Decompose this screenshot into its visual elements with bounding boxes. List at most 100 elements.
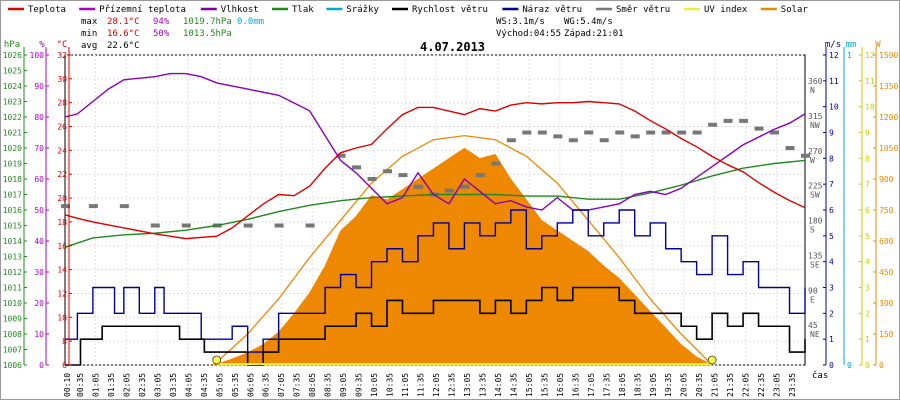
- stats-max-hum: 94%: [153, 17, 170, 27]
- wind-direction-mark: [274, 223, 284, 228]
- solar-theoretical-line: [213, 134, 713, 366]
- wind-direction-mark: [739, 118, 749, 123]
- solar-tick-label: 150: [879, 330, 894, 339]
- humidity-tick-label: 40: [34, 237, 44, 246]
- direction-tick-compass: SE: [810, 260, 820, 269]
- pressure-tick-label: 1021: [3, 129, 22, 138]
- humidity-tick-label: 100: [30, 51, 45, 60]
- humidity-tick-label: 20: [34, 299, 44, 308]
- wind-tick-label: 5: [829, 232, 834, 241]
- solar-tick-label: 1200: [879, 113, 898, 122]
- legend: Teplota Přízemní teplota Vlhkost Tlak Srážky…: [8, 5, 808, 15]
- wind-unit-label: m/s: [825, 40, 841, 50]
- direction-tick-deg: 135: [808, 251, 823, 260]
- x-tick-label: 08:05: [308, 373, 317, 397]
- pressure-tick-label: 1014: [3, 237, 22, 246]
- x-tick-label: 04:35: [200, 373, 209, 397]
- x-tick-label: 19:05: [649, 373, 658, 397]
- wind-direction-mark: [801, 153, 810, 158]
- x-tick-label: 15:05: [525, 373, 534, 397]
- legend-label: Tlak: [292, 5, 314, 15]
- wind-direction-mark: [243, 223, 253, 228]
- uv-tick-label: 9: [865, 129, 870, 138]
- pressure-tick-label: 1010: [3, 299, 22, 308]
- stats-min-label: min: [81, 29, 97, 39]
- solar-tick-label: 600: [879, 237, 894, 246]
- x-tick-label: 14:05: [494, 373, 503, 397]
- wind-tick-label: 3: [829, 284, 834, 293]
- direction-tick-compass: E: [810, 295, 815, 304]
- x-tick-label: 12:35: [448, 373, 457, 397]
- x-tick-label: 05:35: [231, 373, 240, 397]
- uv-tick-label: 4: [865, 258, 870, 267]
- series-line-rychlost-v-tru: [65, 286, 806, 366]
- x-tick-label: 02:05: [122, 373, 131, 397]
- temperature-tick-label: 32: [57, 51, 67, 60]
- wind-direction-mark: [398, 173, 408, 178]
- x-tick-label: 19:35: [664, 373, 673, 397]
- x-tick-label: 23:35: [788, 373, 797, 397]
- wind-tick-label: 9: [829, 129, 834, 138]
- rain-tick-label: 0: [847, 361, 852, 370]
- wind-speed-info: WS:3.1m/s: [496, 17, 545, 27]
- wind-direction-mark: [413, 184, 423, 189]
- x-tick-label: 23:05: [773, 373, 782, 397]
- x-tick-label: 11:35: [417, 373, 426, 397]
- legend-label: Směr větru: [616, 5, 670, 15]
- temperature-tick-label: 14: [57, 266, 67, 275]
- pressure-tick-label: 1023: [3, 98, 22, 107]
- wind-tick-label: 8: [829, 154, 834, 163]
- wind-direction-mark: [692, 130, 702, 135]
- pressure-tick-label: 1009: [3, 315, 22, 324]
- x-tick-label: 14:35: [509, 373, 518, 397]
- pressure-tick-label: 1022: [3, 113, 22, 122]
- x-tick-label: 22:05: [742, 373, 751, 397]
- legend-label: UV index: [704, 5, 748, 15]
- solar-tick-label: 900: [879, 175, 894, 184]
- x-tick-label: 22:35: [757, 373, 766, 397]
- legend-label: Solar: [781, 5, 809, 15]
- x-tick-label: 00:10: [63, 373, 72, 397]
- stats-min-temp: 16.6°C: [107, 29, 140, 39]
- stats-max-label: max: [81, 17, 98, 27]
- sunset-info: Západ:21:01: [564, 29, 624, 39]
- x-tick-label: 18:05: [618, 373, 627, 397]
- x-tick-label: 03:05: [153, 373, 162, 397]
- pressure-tick-label: 1008: [3, 330, 22, 339]
- pressure-tick-label: 1016: [3, 206, 22, 215]
- direction-tick-compass: W: [810, 156, 815, 165]
- pressure-tick-label: 1020: [3, 144, 22, 153]
- wind-tick-label: 10: [829, 103, 839, 112]
- direction-tick-compass: NE: [810, 330, 820, 339]
- wind-direction-mark: [460, 184, 470, 189]
- temperature-tick-label: 10: [57, 313, 67, 322]
- temperature-tick-label: 18: [57, 218, 67, 227]
- x-tick-label: 13:05: [463, 373, 472, 397]
- uv-tick-label: 2: [865, 309, 870, 318]
- wind-tick-label: 6: [829, 206, 834, 215]
- series-line-vlhkost: [64, 72, 806, 211]
- humidity-tick-label: 60: [34, 175, 44, 184]
- pressure-tick-label: 1015: [3, 222, 22, 231]
- humidity-tick-label: 90: [34, 82, 44, 91]
- temperature-tick-label: 12: [57, 289, 67, 298]
- temperature-tick-label: 6: [62, 361, 67, 370]
- sun-event-marker: [212, 355, 222, 365]
- x-tick-label: 01:05: [91, 373, 100, 397]
- wind-direction-mark: [770, 130, 780, 135]
- uv-tick-label: 3: [865, 284, 870, 293]
- x-tick-label: 17:35: [602, 373, 611, 397]
- wind-direction-mark: [181, 223, 191, 228]
- temperature-unit-label: °C: [57, 40, 68, 50]
- solar-tick-label: 1500: [879, 51, 898, 60]
- x-tick-label: 17:05: [587, 373, 596, 397]
- x-tick-label: 09:35: [355, 373, 364, 397]
- temperature-tick-label: 16: [57, 242, 67, 251]
- humidity-tick-label: 0: [39, 361, 44, 370]
- lines-layer: [64, 72, 806, 366]
- x-tick-label: 13:35: [478, 373, 487, 397]
- wind-direction-mark: [568, 138, 578, 143]
- pressure-tick-label: 1024: [3, 82, 22, 91]
- uv-tick-label: 11: [865, 77, 875, 86]
